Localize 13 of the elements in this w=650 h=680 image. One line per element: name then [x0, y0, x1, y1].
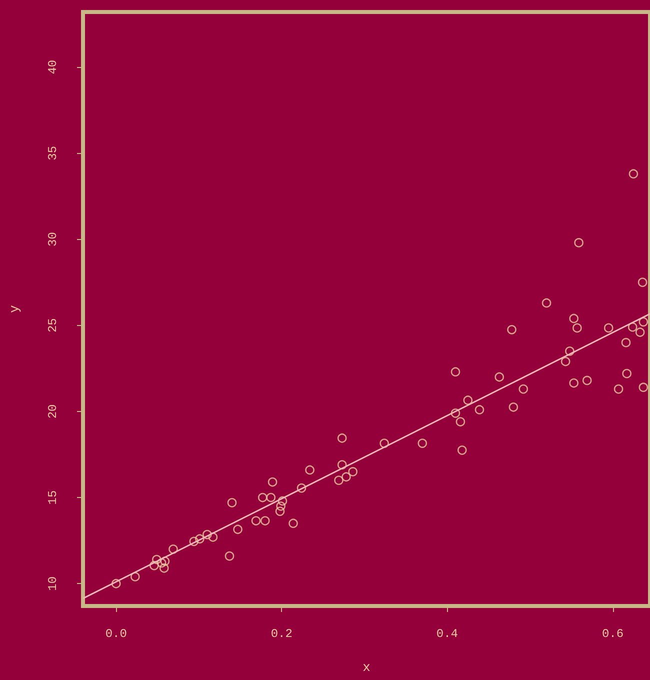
y-axis-title: y — [7, 304, 22, 313]
y-tick-label: 35 — [46, 146, 60, 160]
y-tick-label: 25 — [46, 318, 60, 333]
x-tick-label: 0.2 — [270, 627, 292, 641]
y-tick-label: 30 — [46, 232, 60, 246]
y-tick-label: 40 — [46, 60, 60, 74]
x-axis-title: x — [362, 660, 371, 675]
x-tick-label: 0.0 — [105, 627, 127, 641]
y-tick-label: 15 — [46, 490, 60, 505]
y-tick-label: 20 — [46, 404, 60, 419]
x-tick-label: 0.6 — [602, 627, 624, 641]
y-tick-label: 10 — [46, 576, 60, 591]
x-tick-label: 0.4 — [436, 627, 458, 641]
